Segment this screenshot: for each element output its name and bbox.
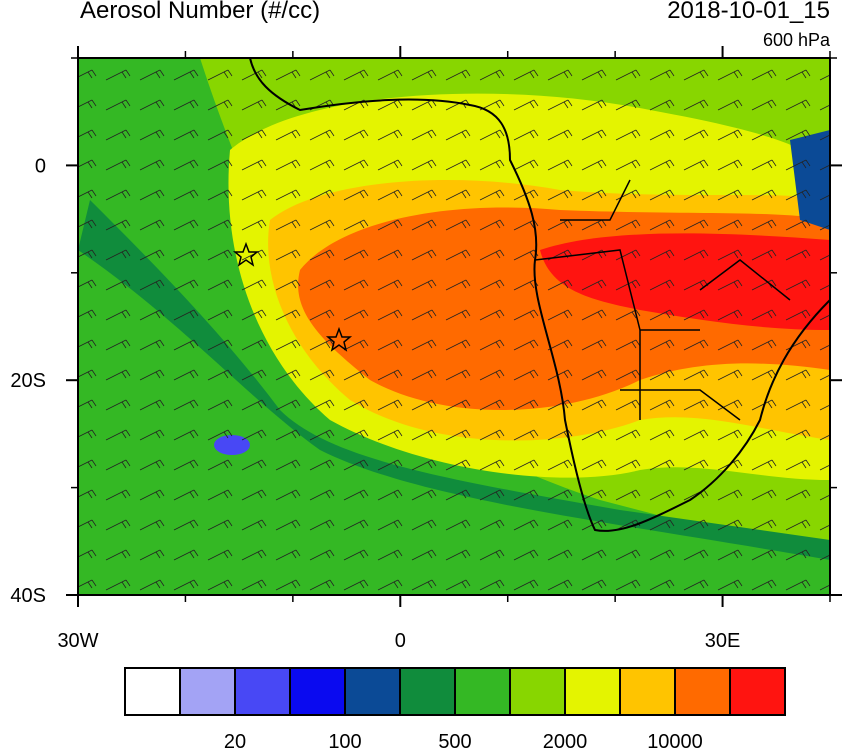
colorbar-swatch [619,667,676,716]
y-tick-label: 40S [10,585,46,607]
colorbar-swatch [509,667,566,716]
y-tick-label: 20S [10,370,46,392]
wind-barbs [78,58,830,595]
title: Aerosol Number (#/cc) [80,0,320,24]
x-tick-label: 30W [57,630,98,652]
colorbar-swatch [729,667,786,716]
colorbar-label: 500 [438,731,471,750]
colorbar-swatch [564,667,621,716]
x-tick-label: 0 [395,630,406,652]
colorbar-swatch [179,667,236,716]
colorbar-label: 2000 [543,731,588,750]
colorbar-swatch [289,667,346,716]
y-tick-label: 0 [35,155,46,177]
plot-frame [77,57,831,596]
colorbar-swatch [454,667,511,716]
axes: 30W 0 30E 0 20S 40S [10,46,842,652]
borders [534,179,791,421]
colorbar-swatch [399,667,456,716]
colorbar-swatch [674,667,731,716]
map-field [78,58,830,595]
colorbar: 20 100 500 2000 10000 [124,667,786,753]
site-star [232,241,260,267]
level-label: 600 hPa [763,30,831,50]
colorbar-label: 10000 [647,731,703,750]
coastline [249,58,830,532]
colorbar-label: 20 [224,731,246,750]
colorbar-label: 100 [328,731,361,750]
time-label: 2018-10-01_15 [667,0,830,24]
site-star [325,326,353,352]
colorbar-swatch [124,667,181,716]
x-tick-label: 30E [705,630,741,652]
colorbar-swatch [234,667,291,716]
colorbar-swatch [344,667,401,716]
